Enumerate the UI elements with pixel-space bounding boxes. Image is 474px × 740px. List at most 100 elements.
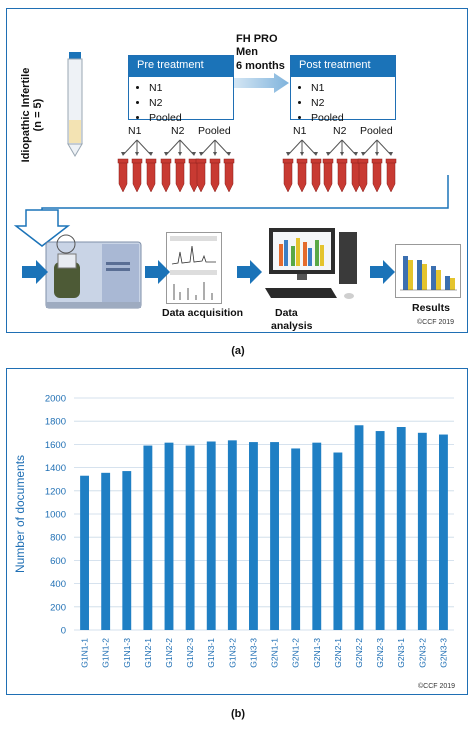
x-tick-label: G2N2-3 — [375, 638, 385, 668]
arrow-head-icon — [227, 152, 231, 156]
post-treatment-title: Post treatment — [291, 56, 395, 77]
treatment-arrow-icon — [234, 73, 289, 93]
tube-cap-icon — [223, 158, 235, 164]
process-arrows — [22, 260, 395, 284]
y-tick-label: 1400 — [45, 463, 66, 474]
tube-cap-icon — [117, 158, 129, 164]
tube-cap-icon — [296, 158, 308, 164]
arrow-head-icon — [121, 152, 125, 156]
bar — [333, 452, 343, 630]
x-tick-label: G2N3-1 — [396, 638, 406, 668]
y-tick-label: 600 — [50, 556, 66, 567]
arrow-head-icon — [375, 152, 379, 156]
x-tick-label: G2N2-2 — [354, 638, 364, 668]
chromatogram-icon — [166, 232, 222, 304]
tube-cap-icon — [160, 158, 172, 164]
tube-cap-icon — [357, 158, 369, 164]
arrow-head-icon — [314, 152, 318, 156]
tube-cap-icon — [322, 158, 334, 164]
arrow-head-icon — [361, 152, 365, 156]
post-group-n1: N1 — [293, 125, 307, 137]
aliquot-tubes — [117, 139, 397, 193]
arrow-right-icon — [237, 260, 262, 284]
x-tick-label: G2N1-3 — [312, 638, 322, 668]
bar — [417, 432, 427, 630]
y-tick-label: 1200 — [45, 486, 66, 497]
post-treatment-list: N1 N2 Pooled — [291, 81, 395, 126]
bar — [354, 425, 364, 630]
arrow-head-icon — [326, 152, 330, 156]
computer-icon — [265, 228, 357, 299]
caption-a: (a) — [231, 345, 245, 357]
y-tick-label: 1000 — [45, 510, 66, 521]
pre-treatment-title: Pre treatment — [129, 56, 233, 77]
list-item: Pooled — [311, 111, 395, 126]
x-tick-label: G2N1-2 — [291, 638, 301, 668]
bar — [143, 445, 153, 630]
treatment-line1: FH PRO — [236, 33, 278, 45]
x-tick-label: G1N2-3 — [185, 638, 195, 668]
split-arrow — [200, 139, 216, 156]
arrow-right-icon — [22, 260, 48, 284]
step-analysis-line2: analysis — [271, 320, 313, 332]
list-item: N1 — [149, 81, 233, 96]
x-tick-label: G2N2-1 — [333, 638, 343, 668]
x-tick-label: G2N3-3 — [438, 638, 448, 668]
split-arrow — [122, 139, 138, 156]
tube-cap-icon — [209, 158, 221, 164]
arrow-head-icon — [389, 152, 393, 156]
treatment-line3: 6 months — [236, 60, 285, 72]
split-arrow — [165, 139, 181, 156]
arrow-right-icon — [370, 260, 395, 284]
arrow-right-icon — [145, 260, 170, 284]
bar — [439, 434, 448, 630]
flow-connector — [13, 175, 449, 247]
tube-cap-icon — [385, 158, 397, 164]
split-arrow — [327, 139, 343, 156]
y-tick-label: 1600 — [45, 440, 66, 451]
bar — [270, 442, 279, 630]
arrow-head-icon — [178, 152, 182, 156]
x-tick-label: G1N3-2 — [227, 638, 237, 668]
post-group-pooled: Pooled — [360, 125, 393, 137]
pre-treatment-list: N1 N2 Pooled — [129, 81, 233, 126]
bar-chart: 0 200 400 600 800 1000 1200 1400 1600 1800 2000 G1N… — [13, 394, 454, 668]
post-group-n2: N2 — [333, 125, 347, 137]
pre-group-n2: N2 — [171, 125, 185, 137]
arrow-head-icon — [135, 152, 139, 156]
caption-b: (b) — [230, 708, 246, 720]
tube-cap-icon — [310, 158, 322, 164]
down-arrow-icon — [13, 209, 71, 247]
post-treatment-box: Post treatment N1 N2 Pooled — [290, 55, 396, 124]
pre-group-pooled: Pooled — [198, 125, 231, 137]
y-tick-label: 2000 — [45, 394, 66, 405]
x-tick-label: G1N2-2 — [164, 638, 174, 668]
split-arrow — [287, 139, 303, 156]
bar — [227, 440, 237, 630]
y-tick-label: 800 — [50, 533, 66, 544]
list-item: Pooled — [149, 111, 233, 126]
pre-group-n1: N1 — [128, 125, 142, 137]
bar — [101, 472, 111, 630]
arrow-head-icon — [300, 152, 304, 156]
tube-cap-icon — [195, 158, 207, 164]
sample-tube-icon — [67, 52, 83, 157]
split-arrow — [214, 139, 230, 156]
split-arrow — [136, 139, 152, 156]
x-tick-label: G1N2-1 — [143, 638, 153, 668]
tube-cap-icon — [371, 158, 383, 164]
tube-cap-icon — [282, 158, 294, 164]
tube-cap-icon — [131, 158, 143, 164]
list-item: N1 — [311, 81, 395, 96]
list-item: N2 — [311, 96, 395, 111]
arrow-head-icon — [213, 152, 217, 156]
x-tick-label: G1N1-3 — [122, 638, 132, 668]
split-arrow — [341, 139, 357, 156]
y-tick-label: 400 — [50, 579, 66, 590]
bar — [206, 441, 216, 630]
x-tick-label: G1N3-1 — [206, 638, 216, 668]
arrow-head-icon — [192, 152, 196, 156]
split-arrow — [179, 139, 195, 156]
step-results: Results — [412, 302, 450, 314]
bar — [312, 442, 322, 630]
